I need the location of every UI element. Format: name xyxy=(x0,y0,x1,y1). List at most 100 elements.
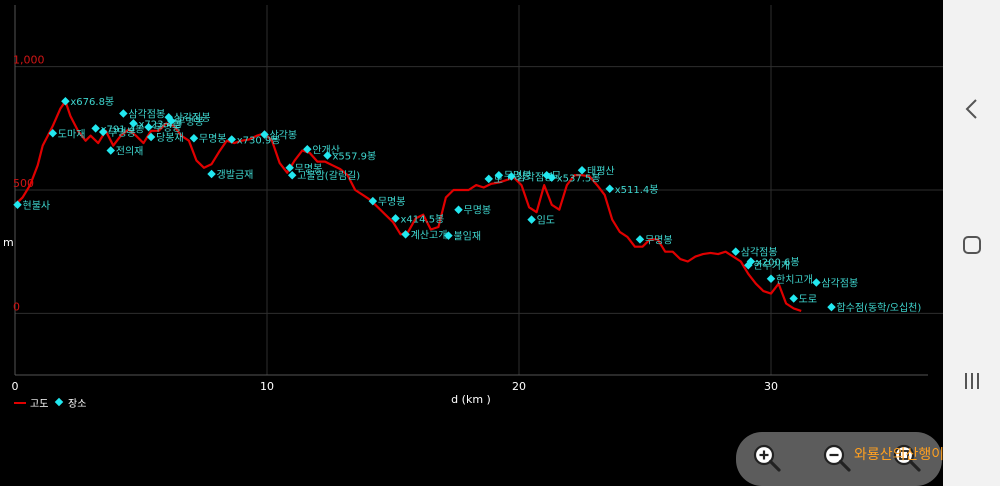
place-marker: x730.9봉 xyxy=(227,134,280,146)
place-marker: 전의재 xyxy=(106,146,143,158)
place-marker: x414.5봉 xyxy=(391,213,444,225)
place-label: 고불암(갈림길) xyxy=(297,169,360,182)
place-marker: x723.4봉 xyxy=(129,118,182,130)
place-marker: x676.8봉 xyxy=(61,96,114,108)
legend: 고도 장소 xyxy=(14,397,86,410)
zoom-in-button[interactable] xyxy=(750,441,784,475)
place-label: 삼각점봉 xyxy=(821,278,858,290)
place-label: x557.9봉 xyxy=(332,150,376,162)
place-marker: 계산고개 xyxy=(401,229,447,241)
recents-icon xyxy=(965,373,979,389)
place-label: 계산고개 xyxy=(411,229,448,241)
place-marker: 도마재 xyxy=(48,128,86,140)
place-label: x414.5봉 xyxy=(401,213,445,225)
place-marker: 합수점(동학/오십천) xyxy=(827,302,921,314)
place-label: 삼각점봉 xyxy=(174,112,211,124)
place-marker: 무명봉 xyxy=(144,122,181,134)
place-marker: 당봉재 xyxy=(146,132,184,144)
place-diamond xyxy=(731,247,740,256)
place-diamond xyxy=(494,170,504,180)
elevation-series-line xyxy=(14,100,802,312)
recents-button[interactable] xyxy=(955,364,989,398)
x-tick-label: 10 xyxy=(260,380,274,393)
place-label: 무명봉 xyxy=(295,163,323,175)
place-diamond xyxy=(391,214,400,223)
place-diamond xyxy=(401,230,410,239)
place-label: 무명봉 xyxy=(378,196,406,208)
place-marker: 무명봉 xyxy=(635,234,673,246)
place-label: 무명봉 xyxy=(154,122,182,134)
place-marker: x200.6봉 xyxy=(746,257,800,269)
place-diamond xyxy=(106,146,116,155)
place-label: 무명봉 xyxy=(176,116,204,128)
place-diamond xyxy=(827,302,836,312)
place-diamond xyxy=(144,122,153,132)
place-marker: x557.9봉 xyxy=(323,150,376,162)
place-diamond xyxy=(635,235,645,244)
place-label: 삼각점봉 xyxy=(741,247,778,259)
place-label: 당봉재 xyxy=(156,132,184,144)
android-nav-bar xyxy=(943,0,1000,486)
place-diamond xyxy=(484,174,494,184)
watermark: 와룡산의산행이야기 xyxy=(854,447,970,463)
place-diamond xyxy=(368,196,378,206)
place-diamond xyxy=(766,274,776,284)
zoom-reset-button[interactable] xyxy=(890,441,924,475)
place-diamond xyxy=(146,132,156,142)
home-button[interactable] xyxy=(955,228,989,262)
place-diamond xyxy=(119,109,128,118)
place-label: x200.6봉 xyxy=(756,257,800,269)
place-diamond xyxy=(287,170,297,180)
zoom-out-icon xyxy=(823,444,851,472)
place-diamond xyxy=(260,130,269,139)
zoom-reset-icon xyxy=(893,444,921,472)
place-marker: 불임재 xyxy=(444,230,481,243)
y-axis-title: m xyxy=(3,236,14,249)
legend-place-swatch xyxy=(54,397,64,407)
place-label: 무명봉 xyxy=(199,133,227,145)
x-tick-label: 0 xyxy=(12,380,19,393)
place-diamond xyxy=(189,133,199,143)
place-marker: 무명봉 xyxy=(368,196,406,208)
place-diamond xyxy=(444,231,453,240)
zoom-controls xyxy=(736,432,942,486)
place-marker: 삼각점봉 xyxy=(812,278,858,290)
axes xyxy=(14,5,928,376)
place-label: 도마재 xyxy=(58,128,86,140)
place-marker: 안개산 xyxy=(303,144,340,156)
place-label: 무명봉 xyxy=(108,127,136,139)
zoom-out-button[interactable] xyxy=(820,441,854,475)
place-marker: 모 xyxy=(484,174,503,186)
place-label: 한치고개 xyxy=(776,274,813,286)
grid xyxy=(14,5,943,375)
back-button[interactable] xyxy=(955,92,989,126)
place-diamond xyxy=(789,294,798,303)
place-label: 무명봉 xyxy=(645,234,673,246)
place-diamond xyxy=(129,119,138,128)
place-diamond xyxy=(48,129,58,138)
place-marker: 갱발금재 xyxy=(207,169,253,181)
place-label: 모 xyxy=(494,175,503,186)
back-icon xyxy=(965,99,977,119)
zoom-in-icon xyxy=(753,444,781,472)
place-marker: 임도 xyxy=(527,214,555,227)
place-diamond xyxy=(527,215,536,224)
place-marker: 무명봉 xyxy=(454,205,491,217)
place-label: 무명봉 xyxy=(464,205,492,217)
x-tick-label: 20 xyxy=(512,380,526,393)
place-marker: 고불암(갈림길) xyxy=(287,169,360,182)
place-label: x511.4봉 xyxy=(615,184,659,196)
place-diamond xyxy=(812,278,821,287)
place-diamond xyxy=(207,169,216,179)
place-diamond xyxy=(605,184,614,194)
place-label: 태평산 xyxy=(587,165,615,177)
place-marker: 한치고개 xyxy=(766,274,813,286)
place-marker: 무명봉 xyxy=(98,127,136,139)
place-label: 한우기개 xyxy=(753,260,790,272)
place-diamond xyxy=(166,116,176,126)
place-label: 불임재 xyxy=(453,230,481,243)
x-axis-title: d (km ) xyxy=(451,393,491,406)
